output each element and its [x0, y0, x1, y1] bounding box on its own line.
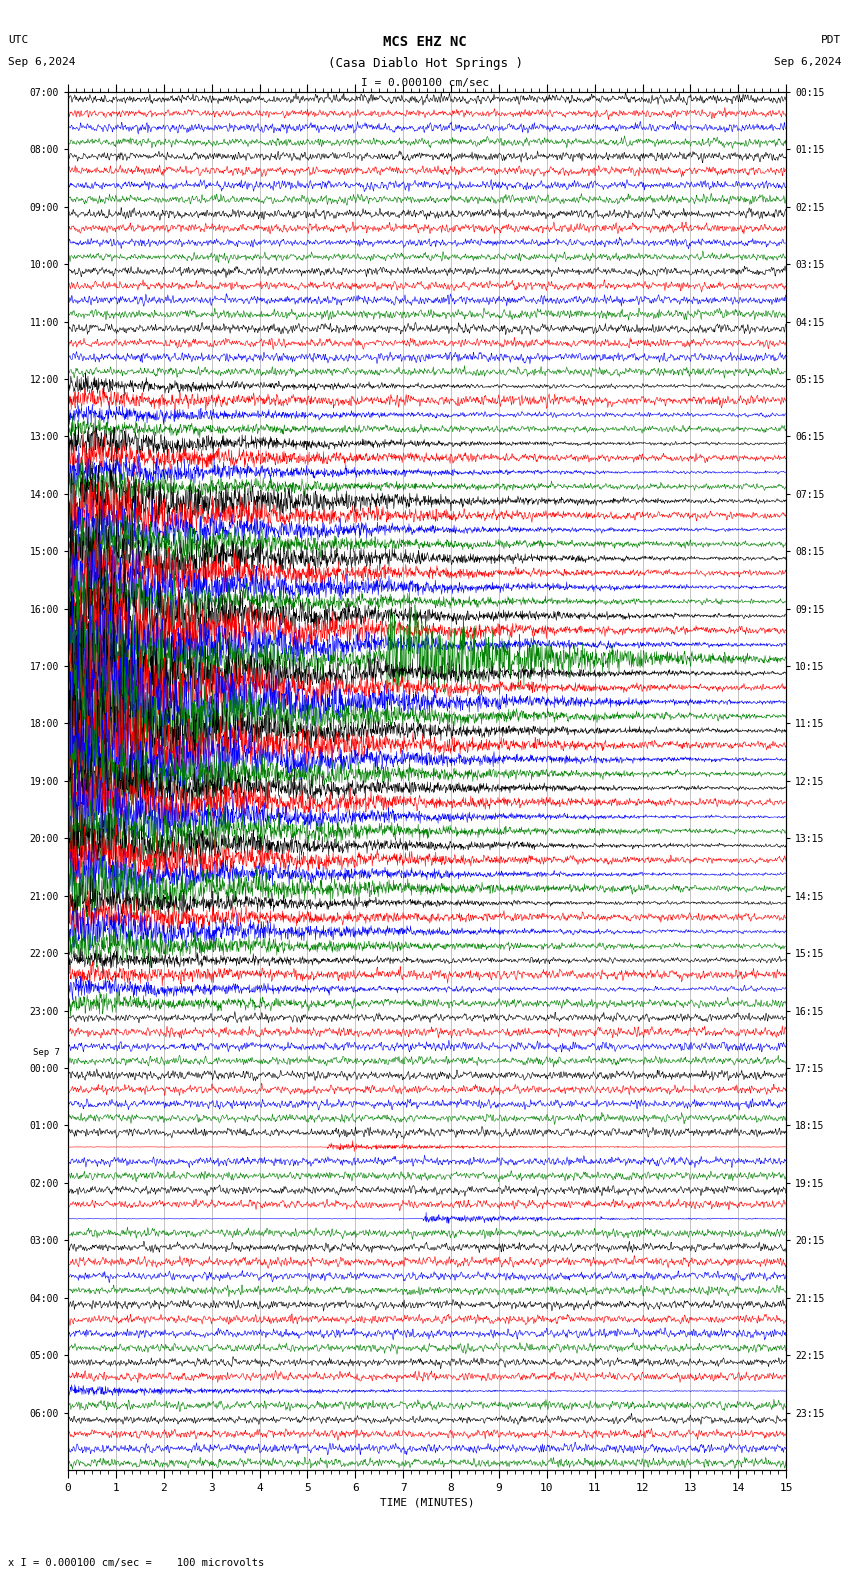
Text: UTC: UTC: [8, 35, 29, 44]
X-axis label: TIME (MINUTES): TIME (MINUTES): [380, 1497, 474, 1508]
Text: x I = 0.000100 cm/sec =    100 microvolts: x I = 0.000100 cm/sec = 100 microvolts: [8, 1559, 264, 1568]
Text: MCS EHZ NC: MCS EHZ NC: [383, 35, 467, 49]
Text: Sep 6,2024: Sep 6,2024: [774, 57, 842, 67]
Text: (Casa Diablo Hot Springs ): (Casa Diablo Hot Springs ): [327, 57, 523, 70]
Text: Sep 7: Sep 7: [33, 1049, 60, 1057]
Text: Sep 6,2024: Sep 6,2024: [8, 57, 76, 67]
Text: I = 0.000100 cm/sec: I = 0.000100 cm/sec: [361, 78, 489, 87]
Text: PDT: PDT: [821, 35, 842, 44]
